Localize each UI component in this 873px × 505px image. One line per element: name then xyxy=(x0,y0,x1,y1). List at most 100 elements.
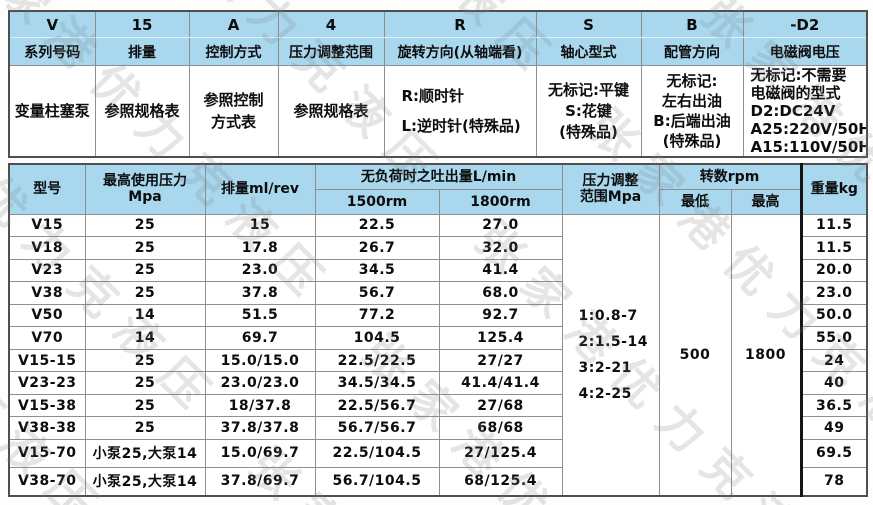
code-cell-control: A xyxy=(188,10,279,38)
table-row: V38-38 25 37.8/37.8 56.7/56.7 68/68 49 xyxy=(8,416,868,440)
header-line: 压力调整 xyxy=(582,173,639,190)
output-1800-cell: 68/68 xyxy=(438,416,563,440)
displacement-cell: 15.0/15.0 xyxy=(204,348,316,373)
code-cell-shaft: S xyxy=(535,10,642,38)
label-cell-rotation: 旋转方向(从轴端看) xyxy=(383,37,537,66)
weight-cell: 78 xyxy=(799,466,868,497)
output-1500-cell: 34.5 xyxy=(314,258,440,283)
label-cell-displacement: 排量 xyxy=(94,37,190,66)
output-1800-cell: 68.0 xyxy=(438,281,563,305)
output-1800-cell: 27/68 xyxy=(438,393,563,418)
output-1500-cell: 34.5/34.5 xyxy=(314,371,440,395)
header-max-pressure: 最高使用压力 Mpa xyxy=(84,163,206,215)
output-1800-cell: 27/27 xyxy=(438,348,563,373)
max-pressure-cell: 小泵25,大泵14 xyxy=(84,438,206,468)
table-row: V23 25 23.0 34.5 41.4 20.0 xyxy=(8,258,868,283)
max-pressure-cell: 25 xyxy=(84,213,206,238)
displacement-cell: 17.8 xyxy=(204,236,316,260)
pressure-range-line: 3:2-21 xyxy=(578,359,632,376)
output-1800-cell: 68/125.4 xyxy=(438,466,563,497)
table-row: V15-70 小泵25,大泵14 15.0/69.7 22.5/104.5 27/125… xyxy=(8,438,868,468)
code-cell-voltage: -D2 xyxy=(742,10,868,38)
header-row-1: 型号 最高使用压力 Mpa 排量ml/rev 无负荷时之吐出量L/min 压力调… xyxy=(8,163,868,215)
desc-line: L:逆时针(特殊品) xyxy=(401,117,521,135)
output-1500-cell: 22.5/104.5 xyxy=(314,438,440,468)
weight-cell: 69.5 xyxy=(799,438,868,468)
output-1500-cell: 22.5/56.7 xyxy=(314,393,440,418)
model-cell: V23-23 xyxy=(8,371,86,395)
table-row: V70 14 69.7 104.5 125.4 55.0 xyxy=(8,326,868,350)
weight-cell: 36.5 xyxy=(799,393,868,418)
weight-cell: 11.5 xyxy=(799,213,868,238)
output-1800-cell: 27.0 xyxy=(438,213,563,238)
label-row: 系列号码 排量 控制方式 压力调整范围 旋转方向(从轴端看) 轴心型式 配管方向… xyxy=(8,37,868,66)
displacement-cell: 37.8 xyxy=(204,281,316,305)
desc-line: A25:220V/50HZ xyxy=(750,120,867,138)
desc-cell-rotation: R:顺时针 L:逆时针(特殊品) xyxy=(383,65,537,158)
displacement-cell: 37.8/69.7 xyxy=(204,466,316,497)
desc-line: 参照控制 xyxy=(203,91,264,109)
header-line: Mpa xyxy=(128,189,162,206)
model-cell: V15-70 xyxy=(8,438,86,468)
model-cell: V38 xyxy=(8,281,86,305)
max-pressure-cell: 25 xyxy=(84,393,206,418)
output-1800-cell: 41.4 xyxy=(438,258,563,283)
code-cell-rotation: R xyxy=(383,10,537,38)
desc-line: 电磁阀的型式 xyxy=(750,84,841,102)
code-cell-series: V xyxy=(8,10,96,38)
pressure-range-line: 4:2-25 xyxy=(578,385,632,402)
desc-cell-pressure: 参照规格表 xyxy=(277,65,385,158)
output-1500-cell: 56.7/104.5 xyxy=(314,466,440,497)
speed-min-cell: 500 xyxy=(658,213,732,497)
header-weight: 重量kg xyxy=(799,163,868,215)
header-pressure-adjust: 压力调整 范围Mpa xyxy=(561,163,660,215)
model-cell: V70 xyxy=(8,326,86,350)
desc-line: (特殊品) xyxy=(559,122,618,141)
header-line: 范围Mpa xyxy=(579,189,642,206)
weight-cell: 20.0 xyxy=(799,258,868,283)
label-cell-series: 系列号码 xyxy=(8,37,96,66)
header-speed-max: 最高 xyxy=(730,188,802,215)
desc-line: 无标记: xyxy=(666,72,718,90)
header-speed: 转数rpm xyxy=(658,163,802,190)
description-row: 变量柱塞泵 参照规格表 参照控制 方式表 参照规格表 R:顺时针 L:逆时针(特… xyxy=(8,65,868,158)
code-cell-displacement: 15 xyxy=(94,10,190,38)
output-1500-cell: 104.5 xyxy=(314,326,440,350)
displacement-cell: 69.7 xyxy=(204,326,316,350)
model-cell: V38-38 xyxy=(8,416,86,440)
displacement-cell: 18/37.8 xyxy=(204,393,316,418)
code-cell-piping: B xyxy=(640,10,744,38)
weight-cell: 49 xyxy=(799,416,868,440)
max-pressure-cell: 14 xyxy=(84,303,206,328)
desc-line: R:顺时针 xyxy=(401,87,465,105)
max-pressure-cell: 14 xyxy=(84,326,206,350)
weight-cell: 11.5 xyxy=(799,236,868,260)
model-cell: V23 xyxy=(8,258,86,283)
desc-cell-displacement: 参照规格表 xyxy=(94,65,190,158)
desc-cell-shaft: 无标记:平键 S:花键 (特殊品) xyxy=(535,65,642,158)
desc-line: 无标记:平键 xyxy=(548,80,629,99)
code-cell-pressure: 4 xyxy=(277,10,385,38)
desc-cell-series: 变量柱塞泵 xyxy=(8,65,96,158)
desc-line: S:花键 xyxy=(565,101,612,120)
output-1800-cell: 125.4 xyxy=(438,326,563,350)
displacement-cell: 15.0/69.7 xyxy=(204,438,316,468)
table-row: V38 25 37.8 56.7 68.0 23.0 xyxy=(8,281,868,305)
header-row-2: 1500rm 1800rm 最低 最高 xyxy=(9,188,867,215)
weight-cell: 55.0 xyxy=(799,326,868,350)
header-line: 最高使用压力 xyxy=(103,173,187,190)
output-1800-cell: 32.0 xyxy=(438,236,563,260)
label-cell-control: 控制方式 xyxy=(188,37,279,66)
desc-line: 方式表 xyxy=(210,113,256,131)
table-row: V15-38 25 18/37.8 22.5/56.7 27/68 36.5 xyxy=(8,393,868,418)
label-cell-voltage: 电磁阀电压 xyxy=(742,37,868,66)
model-cell: V18 xyxy=(8,236,86,260)
label-cell-shaft: 轴心型式 xyxy=(535,37,642,66)
weight-cell: 23.0 xyxy=(799,281,868,305)
weight-cell: 40 xyxy=(799,371,868,395)
output-1500-cell: 56.7/56.7 xyxy=(314,416,440,440)
displacement-cell: 23.0 xyxy=(204,258,316,283)
model-code-table: V 15 A 4 R S B -D2 系列号码 排量 控制方式 压力调整范围 旋… xyxy=(8,10,868,158)
output-1500-cell: 22.5/22.5 xyxy=(314,348,440,373)
desc-line: 参照规格表 xyxy=(104,102,180,120)
